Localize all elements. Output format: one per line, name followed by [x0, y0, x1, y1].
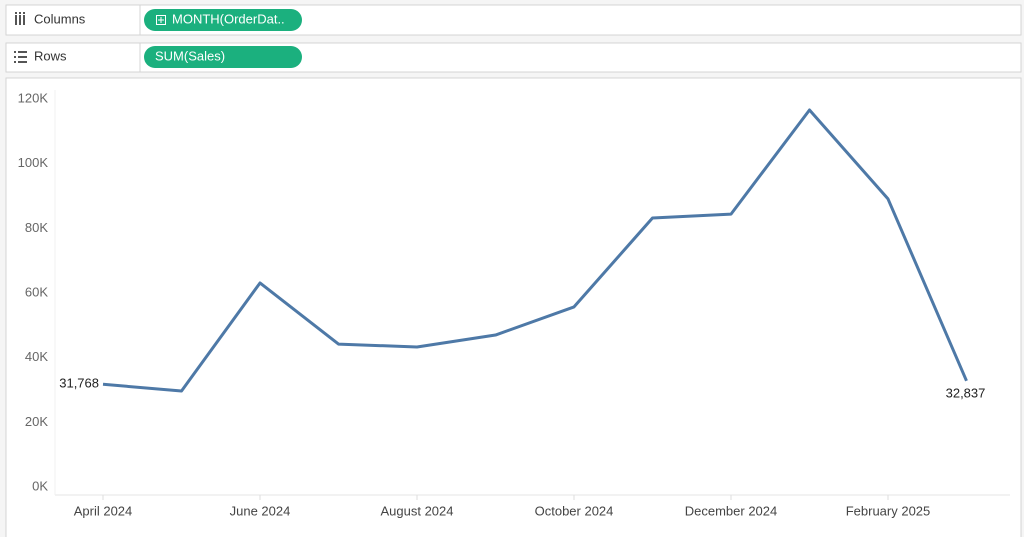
y-tick-label: 120K — [18, 90, 49, 105]
y-tick-label: 60K — [25, 284, 48, 299]
columns-icon — [15, 12, 25, 25]
pill[interactable] — [144, 9, 302, 31]
x-tick-label: August 2024 — [380, 503, 453, 518]
x-tick-label: April 2024 — [74, 503, 133, 518]
chart-panel — [5, 77, 1022, 542]
pill[interactable] — [144, 46, 302, 68]
x-tick-label: June 2024 — [230, 503, 291, 518]
y-tick-label: 100K — [18, 155, 49, 170]
x-tick-label: December 2024 — [685, 503, 778, 518]
x-tick-label: February 2025 — [846, 503, 931, 518]
y-tick-label: 80K — [25, 220, 48, 235]
y-tick-label: 0K — [32, 478, 48, 493]
shelf-label: Columns — [34, 11, 86, 26]
rows-icon — [14, 51, 27, 63]
pill-icon — [156, 15, 166, 25]
pill-text[interactable]: MONTH(OrderDat.. — [172, 11, 285, 26]
y-tick-label: 20K — [25, 414, 48, 429]
data-label: 32,837 — [946, 385, 986, 400]
pill-text[interactable]: SUM(Sales) — [155, 48, 225, 63]
data-label: 31,768 — [59, 376, 99, 391]
x-tick-label: October 2024 — [535, 503, 614, 518]
y-tick-label: 40K — [25, 349, 48, 364]
shelf-label: Rows — [34, 48, 67, 63]
line — [102, 108, 968, 393]
